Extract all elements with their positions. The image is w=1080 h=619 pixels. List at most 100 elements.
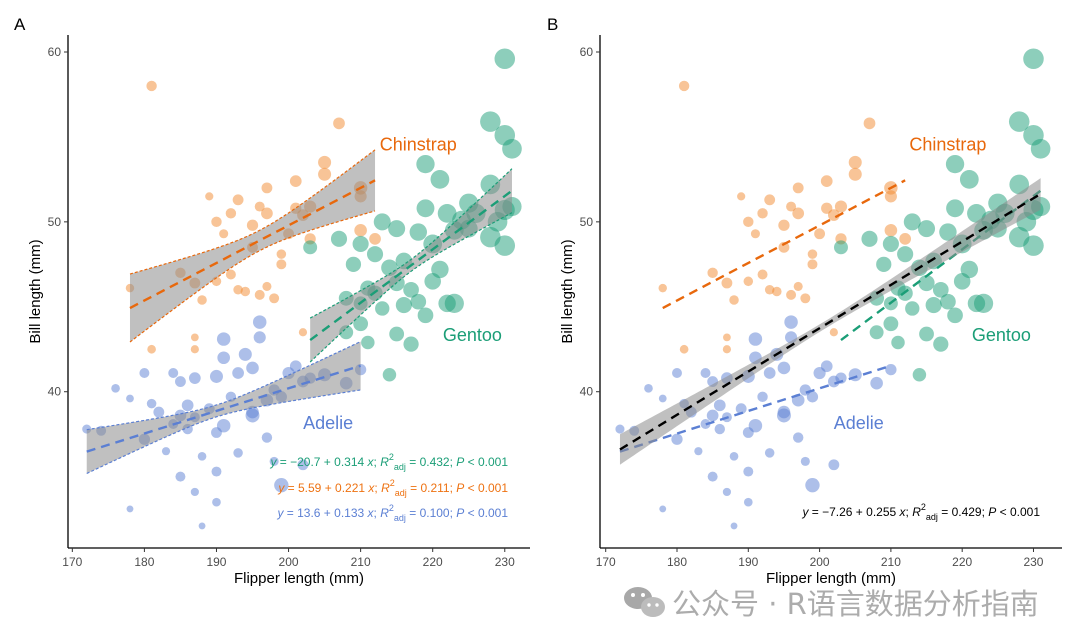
chinstrap-fit-line <box>129 179 376 310</box>
data-point-adelie <box>793 432 804 443</box>
data-point-chinstrap <box>678 80 690 92</box>
data-point-chinstrap <box>679 344 689 354</box>
data-point-adelie <box>246 361 259 375</box>
equation-part-r2: = 0.429; <box>938 505 988 519</box>
data-point-gentoo <box>502 138 522 159</box>
data-point-chinstrap <box>848 155 862 169</box>
equation-part-R: R <box>380 455 389 469</box>
equation-part-P: P <box>988 505 996 519</box>
equation-part-p: < 0.001 <box>996 505 1040 519</box>
equation-part-P: P <box>456 455 464 469</box>
species-label-adelie: Adelie <box>834 413 884 433</box>
data-point-gentoo <box>303 240 318 255</box>
data-point-gentoo <box>869 325 884 340</box>
data-point-gentoo <box>389 326 405 342</box>
data-point-gentoo <box>395 297 412 314</box>
equation-part-R: R <box>912 505 921 519</box>
equation-part-p: < 0.001 <box>464 455 508 469</box>
x-tick-label: 220 <box>952 555 972 569</box>
data-point-chinstrap <box>205 192 214 201</box>
species-label-gentoo: Gentoo <box>972 325 1031 345</box>
data-point-chinstrap <box>261 182 273 194</box>
data-point-chinstrap <box>269 293 280 304</box>
data-point-adelie <box>153 406 165 418</box>
data-point-gentoo <box>431 260 449 279</box>
data-point-adelie <box>835 372 847 384</box>
overall-fit-line <box>619 192 1042 451</box>
data-point-adelie <box>748 332 763 346</box>
data-point-chinstrap <box>807 249 818 259</box>
data-point-chinstrap <box>757 269 768 280</box>
data-point-adelie <box>671 433 683 445</box>
y-tick-label: 60 <box>580 45 594 59</box>
data-point-chinstrap <box>240 286 251 297</box>
data-point-gentoo <box>375 301 390 316</box>
equation-part-eq: = 5.59 + 0.221 <box>284 481 368 495</box>
data-point-gentoo <box>973 293 994 313</box>
data-point-adelie <box>700 368 711 379</box>
data-point-adelie <box>190 487 199 497</box>
y-axis-title: Bill length (mm) <box>559 239 576 343</box>
data-point-gentoo <box>876 256 892 272</box>
y-tick-label: 50 <box>580 215 594 229</box>
wechat-icon <box>624 587 665 617</box>
data-point-chinstrap <box>792 207 805 220</box>
data-point-gentoo <box>946 199 964 218</box>
equation-part-sub: adj <box>394 513 406 523</box>
data-point-gentoo <box>330 230 348 247</box>
data-point-adelie <box>777 361 791 375</box>
x-tick-label: 180 <box>667 555 687 569</box>
x-tick-label: 190 <box>738 555 758 569</box>
data-point-gentoo <box>494 48 516 70</box>
data-point-gentoo <box>410 293 427 310</box>
data-point-gentoo <box>416 199 435 218</box>
data-point-chinstrap <box>146 80 157 92</box>
data-point-chinstrap <box>276 249 287 259</box>
data-point-adelie <box>615 424 625 434</box>
data-point-chinstrap <box>737 192 746 201</box>
chinstrap-fit-line <box>662 179 906 310</box>
data-point-chinstrap <box>800 293 811 304</box>
equation-part-x: x <box>367 455 375 469</box>
y-tick-label: 50 <box>48 215 62 229</box>
data-point-gentoo <box>366 246 384 263</box>
equation-adelie: y = 13.6 + 0.133 x; R2adj = 0.100; P < 0… <box>276 503 508 523</box>
data-point-chinstrap <box>786 201 797 212</box>
data-point-adelie <box>212 497 221 507</box>
data-point-adelie <box>743 497 753 507</box>
data-point-adelie <box>146 398 157 409</box>
data-point-gentoo <box>352 235 369 252</box>
equation-part-sep: ; <box>374 455 381 469</box>
data-point-adelie <box>126 394 134 403</box>
species-label-chinstrap: Chinstrap <box>380 135 457 155</box>
data-point-gentoo <box>861 230 878 247</box>
equation-part-eq: = −7.26 + 0.255 <box>808 505 899 519</box>
chinstrap-ci-upper <box>129 149 376 275</box>
data-point-chinstrap <box>863 117 876 130</box>
data-point-gentoo <box>960 260 979 279</box>
equation-chinstrap: y = 5.59 + 0.221 x; R2adj = 0.211; P < 0… <box>277 478 508 498</box>
x-axis-title: Flipper length (mm) <box>234 570 364 587</box>
data-point-chinstrap <box>190 345 199 354</box>
data-point-chinstrap <box>225 208 237 219</box>
data-point-adelie <box>659 505 667 513</box>
data-point-chinstrap <box>318 155 332 169</box>
data-point-chinstrap <box>772 286 782 297</box>
gentoo-ci-lower <box>309 212 513 363</box>
x-tick-label: 170 <box>596 555 616 569</box>
gentoo-ci-upper <box>309 168 513 319</box>
data-point-chinstrap <box>254 289 265 300</box>
data-point-gentoo <box>919 326 934 342</box>
data-point-gentoo <box>494 235 516 256</box>
data-point-adelie <box>175 471 186 482</box>
data-point-gentoo <box>1030 138 1051 159</box>
data-point-adelie <box>885 363 897 376</box>
data-point-gentoo <box>430 170 450 189</box>
data-point-adelie <box>757 391 768 403</box>
data-point-chinstrap <box>707 267 718 279</box>
equation-part-eq: = −20.7 + 0.314 <box>276 455 367 469</box>
data-point-gentoo <box>967 203 986 223</box>
data-point-chinstrap <box>211 216 222 228</box>
data-point-chinstrap <box>318 167 332 181</box>
